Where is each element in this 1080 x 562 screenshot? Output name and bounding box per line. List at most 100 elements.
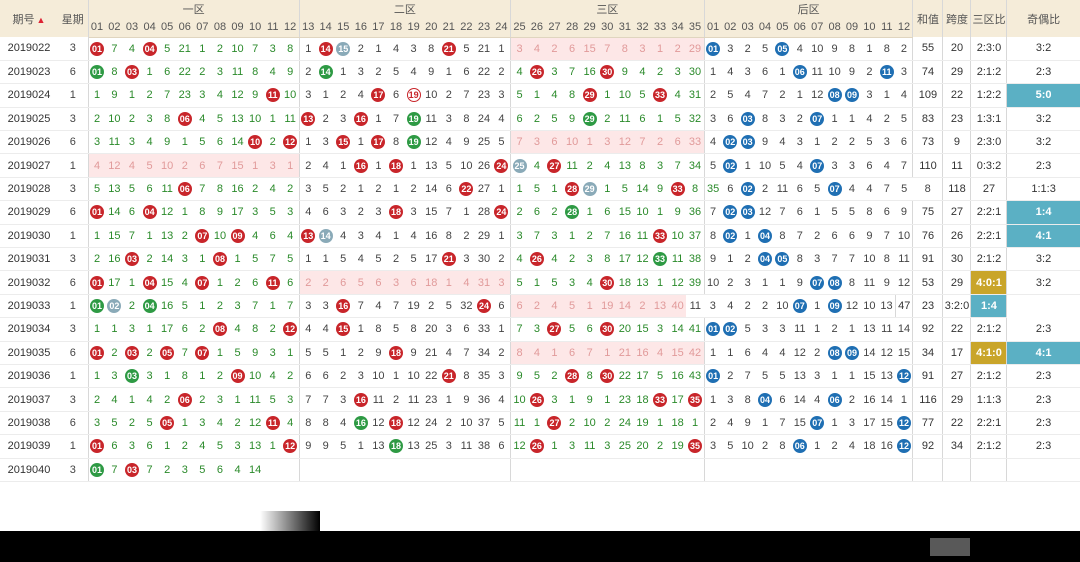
table-row[interactable]: 2019030 1 1 15 7 1 13 2 07 10 09 4 6 4 13 14 4 3 4 1 4 16 8 2 29… — [0, 224, 1080, 249]
missing-count: 1 — [340, 346, 347, 359]
missing-count: 18 — [636, 393, 649, 406]
period-cell: 2019030 — [0, 224, 58, 249]
missing-count: 1 — [533, 89, 540, 102]
missing-count: 2 — [216, 42, 224, 55]
front-cell: 1 — [651, 37, 669, 61]
back-cell: 2 — [878, 107, 896, 132]
missing-count: 16 — [618, 229, 631, 242]
missing-count: 7 — [900, 159, 908, 172]
front-cell: 5 — [193, 458, 212, 482]
table-row[interactable]: 2019025 3 2 10 2 3 8 06 4 5 13 10 1 11 13 2 3 16 1 7 19 11 3 8 2… — [0, 107, 1080, 132]
front-cell: 36 — [475, 387, 493, 412]
missing-count: 4 — [604, 159, 611, 172]
odd-even-cell: 2:3 — [1006, 317, 1080, 342]
missing-count: 5 — [146, 159, 153, 172]
back-cell: 3 — [843, 411, 861, 436]
table-row[interactable]: 2019027 1 4 12 4 5 10 2 6 7 15 1 3 1 2 4 1 16 1 18 1 13 5 10 26 2… — [0, 153, 1080, 178]
sort-icon[interactable]: ▲ — [36, 14, 46, 25]
missing-count: 3 — [445, 440, 452, 453]
zone-ratio-cell: 4:0:1 — [970, 270, 1008, 295]
missing-count: 7 — [111, 42, 118, 55]
table-row[interactable]: 2019040 3 01 7 03 7 2 3 5 6 4 14 — [0, 458, 1080, 482]
table-row[interactable]: 2019031 3 2 16 03 2 14 3 1 08 1 5 7 5 1 1 5 4 5 2 5 17 21 3 30 2 4… — [0, 247, 1080, 272]
missing-count: 17 — [108, 276, 121, 289]
missing-count: 7 — [883, 229, 890, 242]
missing-count: 1 — [287, 159, 294, 172]
sum-cell: 83 — [912, 107, 944, 132]
drawn-ball: 30 — [600, 65, 615, 80]
missing-count: 3 — [322, 299, 329, 312]
table-row[interactable]: 2019033 1 01 02 2 04 16 5 1 2 3 7 1 7 3 3 16 7 4 7 19 2 5 32 24 6… — [0, 294, 1080, 319]
front-cell: 3 — [563, 270, 581, 295]
back-cell: 2 — [721, 364, 739, 389]
front-cell: 9 — [246, 341, 264, 365]
table-row[interactable]: 2019029 6 01 14 6 04 12 1 8 9 17 3 5 3 4 6 3 2 3 18 3 15 7 1 28 2… — [0, 200, 1080, 225]
missing-count: 9 — [621, 66, 628, 79]
missing-count: 2 — [181, 229, 188, 242]
table-row[interactable]: 2019023 6 01 8 03 1 6 22 2 3 11 8 4 9 2 14 1 3 2 5 4 9 1 6 22 2 4 2… — [0, 60, 1080, 85]
table-row[interactable]: 2019026 6 3 11 3 4 9 1 5 6 14 10 2 12 1 3 15 1 17 8 19 12 4 9 25… — [0, 130, 1080, 155]
missing-count: 1 — [93, 229, 101, 242]
front-cell: 15 — [422, 200, 440, 225]
front-cell: 1 — [140, 317, 159, 342]
period-cell: 2019032 — [0, 270, 58, 295]
missing-count: 22 — [618, 370, 631, 383]
front-number-header: 25 — [510, 18, 529, 38]
front-cell — [299, 458, 317, 482]
table-row[interactable]: 2019035 6 01 2 03 2 05 7 07 1 5 9 3 1 5 5 1 2 9 18 9 21 4 7 34 2 8… — [0, 341, 1080, 365]
back-cell: 1 — [704, 387, 722, 412]
drawn-ball: 01 — [90, 65, 105, 80]
table-row[interactable]: 2019038 6 3 5 2 5 05 1 3 4 2 12 11 4 8 8 4 16 12 18 12 24 2 10 3… — [0, 411, 1080, 436]
table-row[interactable]: 2019037 3 2 4 1 4 2 06 2 3 1 11 5 3 7 7 3 16 11 2 11 23 1 9 36 4 1… — [0, 387, 1080, 412]
back-cell: 6 — [756, 60, 774, 85]
front-cell: 2 — [492, 60, 511, 85]
missing-count: 12 — [758, 206, 772, 219]
front-cell: 9 — [404, 341, 423, 365]
front-cell: 11 — [369, 387, 388, 412]
front-cell: 9 — [211, 200, 229, 225]
missing-count: 8 — [111, 66, 118, 79]
table-row[interactable]: 2019024 1 1 9 1 2 7 23 3 4 12 9 11 10 3 1 2 4 17 6 19 10 2 7 23 3… — [0, 83, 1080, 108]
missing-count: 7 — [883, 183, 890, 196]
back-cell: 4 — [791, 153, 809, 178]
table-row[interactable]: 2019032 6 01 17 1 04 15 4 07 1 2 6 11 6 2 2 6 5 6 3 6 18 1 4 31 3… — [0, 270, 1080, 295]
missing-count: 5 — [779, 159, 786, 172]
span-cell: 27 — [942, 364, 972, 389]
front-cell: 1 — [528, 411, 546, 436]
missing-count: 9 — [656, 183, 664, 196]
sum-cell: 53 — [912, 270, 944, 295]
table-row[interactable]: 2019036 1 1 3 03 3 1 8 1 2 09 10 4 2 6 6 2 3 10 1 10 22 21 8 35 3… — [0, 364, 1080, 389]
front-cell: 5 — [228, 341, 247, 365]
table-row[interactable]: 2019028 3 5 13 5 6 11 06 7 8 16 2 4 2 3 5 2 1 2 1 2 14 6 22 27 1 1… — [0, 177, 1080, 202]
missing-count: 2 — [831, 440, 838, 453]
back-cell: 3 — [738, 60, 757, 85]
front-cell: 7 — [193, 177, 212, 202]
front-number-header: 13 — [299, 18, 317, 38]
table-row[interactable]: 2019022 3 01 7 4 04 5 21 1 2 10 7 3 8 1 14 15 2 1 4 3 8 21 5 21 1… — [0, 37, 1080, 61]
table-row[interactable]: 2019034 3 1 1 3 1 17 6 2 08 4 8 2 12 4 4 15 1 8 5 8 20 3 6 33 1 7 3… — [0, 317, 1080, 342]
weekday-cell: 1 — [58, 224, 89, 249]
front-cell: 14 — [228, 130, 247, 155]
front-cell: 16 — [352, 107, 370, 132]
span-cell: 26 — [942, 224, 972, 249]
missing-count: 1 — [761, 276, 769, 289]
missing-count: 3 — [779, 323, 786, 336]
weekday-cell: 3 — [58, 458, 89, 482]
front-cell: 03 — [123, 247, 141, 272]
table-row[interactable]: 2019039 1 01 6 3 6 1 2 4 5 3 13 1 12 9 9 5 1 13 18 13 25 3 11 38… — [0, 434, 1080, 459]
period-header[interactable]: 期号 ▲ — [0, 0, 58, 37]
front-cell: 1 — [175, 411, 194, 436]
missing-count: 4 — [586, 276, 593, 289]
missing-count: 8 — [848, 276, 856, 289]
period-cell: 2019039 — [0, 434, 58, 459]
back-cell: 5 — [721, 434, 739, 459]
missing-count: 3 — [111, 370, 118, 383]
front-cell: 3 — [123, 317, 141, 342]
front-cell — [475, 458, 493, 482]
missing-count: 3 — [340, 393, 347, 406]
sum-cell: 34 — [912, 341, 944, 365]
front-cell: 22 — [616, 364, 634, 389]
missing-count: 4 — [375, 299, 382, 312]
front-cell: 7 — [528, 224, 546, 249]
front-cell: 2 — [563, 411, 581, 436]
